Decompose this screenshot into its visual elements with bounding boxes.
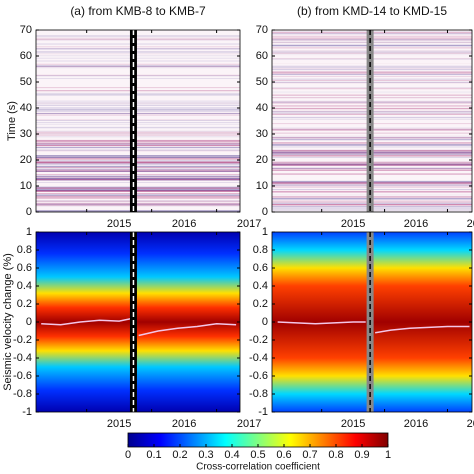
frame	[35, 29, 241, 213]
y-axis-label: Time (s)	[6, 101, 18, 141]
plot-area	[272, 232, 472, 412]
y-tick-label: -0.4	[249, 352, 268, 364]
y-tick-label: -0.2	[13, 334, 32, 346]
plot-area	[36, 232, 240, 412]
y-tick-label: 1	[262, 226, 268, 238]
plot-area	[36, 30, 240, 212]
y-tick-label: 0.8	[253, 244, 268, 256]
y-tick-label: 0.2	[17, 298, 32, 310]
y-tick-label: 0.6	[17, 262, 32, 274]
y-tick-label: 10	[256, 180, 268, 192]
x-tick-label: 0.7	[302, 449, 317, 461]
x-tick-label: 0.6	[276, 449, 291, 461]
y-tick-label: -0.4	[13, 352, 32, 364]
y-tick-label: 60	[20, 50, 32, 62]
y-tick-label: 60	[256, 50, 268, 62]
y-tick-label: 0	[262, 316, 268, 328]
y-tick-label: 0.6	[253, 262, 268, 274]
y-tick-label: 0.4	[253, 280, 268, 292]
x-tick-label: 2017	[467, 218, 474, 230]
x-tick-label: 0.4	[224, 449, 239, 461]
y-tick-label: -0.2	[249, 334, 268, 346]
x-tick-label: 2017	[237, 418, 261, 430]
x-tick-label: 2016	[404, 218, 428, 230]
y-tick-label: 0	[262, 206, 268, 218]
y-tick-label: 0	[26, 316, 32, 328]
x-tick-label: 2017	[467, 418, 474, 430]
x-tick-label: 0.2	[172, 449, 187, 461]
x-tick-label: 0.3	[198, 449, 213, 461]
y-tick-label: -0.8	[13, 388, 32, 400]
velocity-line	[41, 317, 133, 326]
x-tick-label: 2015	[107, 218, 131, 230]
y-tick-label: 70	[20, 24, 32, 36]
y-tick-label: 0.2	[253, 298, 268, 310]
y-tick-label: -0.6	[249, 370, 268, 382]
x-tick-label: 2016	[404, 418, 428, 430]
y-tick-label: 70	[256, 24, 268, 36]
x-tick-label: 2015	[341, 418, 365, 430]
y-tick-label: 0.8	[17, 244, 32, 256]
y-tick-label: 30	[20, 128, 32, 140]
x-tick-label: 0	[125, 449, 131, 461]
y-tick-label: -0.8	[249, 388, 268, 400]
x-tick-label: 1	[385, 449, 391, 461]
y-tick-label: 40	[20, 102, 32, 114]
x-tick-label: 2016	[172, 218, 196, 230]
x-tick-label: 2017	[237, 218, 261, 230]
y-tick-label: 30	[256, 128, 268, 140]
x-tick-label: 2015	[107, 418, 131, 430]
y-tick-label: 10	[20, 180, 32, 192]
y-tick-label: 50	[256, 76, 268, 88]
y-tick-label: 1	[26, 226, 32, 238]
y-tick-label: 20	[20, 154, 32, 166]
background	[36, 30, 240, 212]
panel-title: (a) from KMB-8 to KMB-7	[70, 4, 206, 18]
velocity-line	[375, 325, 470, 334]
y-tick-label: -1	[258, 406, 268, 418]
x-tick-label: 0.9	[354, 449, 369, 461]
colorbar-label: Cross-correlation coefficient	[196, 462, 320, 473]
y-tick-label: 0	[26, 206, 32, 218]
y-tick-label: 40	[256, 102, 268, 114]
y-tick-label: 50	[20, 76, 32, 88]
y-tick-label: 0.4	[17, 280, 32, 292]
y-axis-label: Seismic velocity change (%)	[2, 253, 14, 391]
x-tick-label: 0.8	[328, 449, 343, 461]
x-tick-label: 0.5	[250, 449, 265, 461]
heatmap	[36, 232, 240, 412]
x-tick-label: 0.1	[146, 449, 161, 461]
plot-area	[272, 30, 472, 212]
y-tick-label: 20	[256, 154, 268, 166]
x-tick-label: 2015	[341, 218, 365, 230]
velocity-line	[277, 321, 366, 325]
frame	[271, 29, 473, 213]
panel-title: (b) from KMD-14 to KMD-15	[297, 4, 447, 18]
velocity-line	[138, 323, 237, 337]
y-tick-label: -1	[22, 406, 32, 418]
y-tick-label: -0.6	[13, 370, 32, 382]
x-tick-label: 2016	[172, 418, 196, 430]
